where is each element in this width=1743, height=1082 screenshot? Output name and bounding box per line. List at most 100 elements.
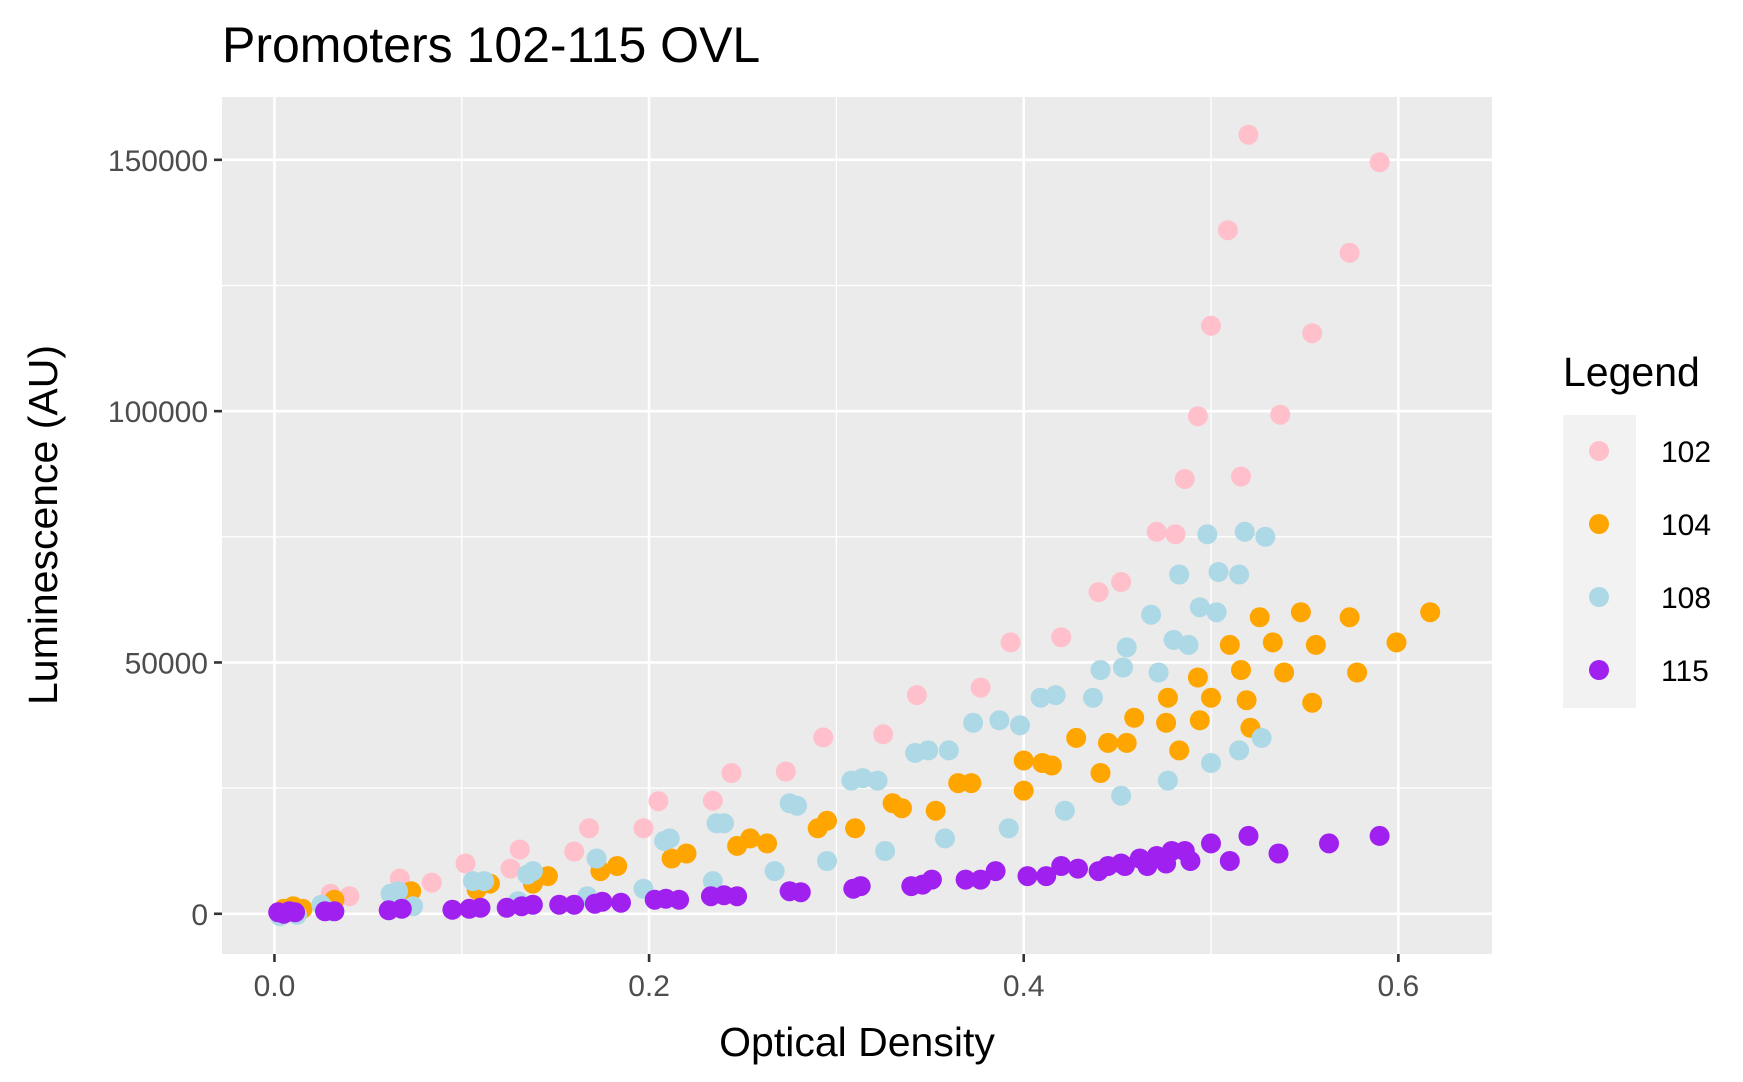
data-point-series-104 xyxy=(845,818,866,839)
data-point-series-102 xyxy=(873,724,894,745)
data-point-series-108 xyxy=(1116,637,1137,658)
data-point-series-104 xyxy=(1189,710,1210,731)
data-point-series-108 xyxy=(1054,800,1075,821)
data-point-series-102 xyxy=(702,790,723,811)
data-point-series-104 xyxy=(607,856,628,876)
data-point-series-104 xyxy=(1386,632,1407,653)
data-point-series-102 xyxy=(1187,406,1208,427)
legend-key-108 xyxy=(1589,587,1609,607)
data-point-series-104 xyxy=(1305,634,1326,655)
data-point-series-102 xyxy=(1231,466,1251,487)
data-point-series-108 xyxy=(1208,562,1229,582)
data-point-series-115 xyxy=(985,861,1006,882)
data-point-series-102 xyxy=(970,677,991,698)
data-point-series-104 xyxy=(740,828,761,849)
data-point-series-115 xyxy=(955,869,976,890)
data-point-series-102 xyxy=(1217,220,1238,241)
data-point-series-102 xyxy=(500,858,521,879)
data-point-series-108 xyxy=(1251,727,1272,748)
data-point-series-102 xyxy=(1302,323,1323,344)
data-point-series-104 xyxy=(1274,662,1295,683)
data-point-series-102 xyxy=(1174,469,1195,489)
data-point-series-102 xyxy=(648,791,669,812)
data-point-series-115 xyxy=(1238,825,1259,846)
data-point-series-115 xyxy=(970,869,991,890)
data-point-series-115 xyxy=(1369,825,1390,846)
data-point-series-108 xyxy=(1030,687,1051,708)
axes-layer: 0.0 0.2 0.4 0.6 0 50000 100000 150000 xyxy=(108,145,1419,1003)
legend: Legend 102 104 108 115 xyxy=(1563,349,1711,708)
data-point-series-115 xyxy=(285,902,306,923)
data-point-series-102 xyxy=(1146,521,1167,542)
data-point-series-104 xyxy=(892,798,912,819)
data-point-series-115 xyxy=(324,901,345,922)
data-point-series-102 xyxy=(906,685,927,706)
data-point-series-115 xyxy=(564,894,585,915)
data-point-series-102 xyxy=(1339,242,1360,263)
data-point-series-102 xyxy=(1111,572,1132,592)
data-point-series-104 xyxy=(1231,660,1251,680)
x-tick-label: 0.4 xyxy=(1003,970,1045,1003)
data-point-series-108 xyxy=(388,881,409,902)
data-point-series-108 xyxy=(702,871,723,892)
x-tick-label: 0.0 xyxy=(254,970,296,1003)
y-tick-label: 0 xyxy=(191,899,208,932)
data-point-series-108 xyxy=(1083,687,1103,708)
y-tick-label: 100000 xyxy=(108,396,208,429)
legend-label-108: 108 xyxy=(1661,582,1711,615)
data-point-series-104 xyxy=(961,773,982,794)
data-point-series-108 xyxy=(1169,564,1190,585)
data-point-series-104 xyxy=(1201,687,1221,708)
data-point-series-104 xyxy=(1098,732,1118,753)
data-point-series-102 xyxy=(1201,315,1221,336)
legend-label-104: 104 xyxy=(1661,509,1711,542)
data-point-series-104 xyxy=(1013,750,1034,771)
data-point-series-104 xyxy=(1420,602,1441,623)
data-point-series-115 xyxy=(1068,858,1088,879)
legend-title: Legend xyxy=(1563,349,1700,395)
data-point-series-108 xyxy=(714,813,734,834)
data-point-series-102 xyxy=(1369,152,1390,173)
data-point-series-108 xyxy=(1148,662,1169,683)
data-point-series-115 xyxy=(1201,833,1221,854)
legend-key-104 xyxy=(1589,514,1609,534)
data-point-series-108 xyxy=(1234,521,1255,542)
data-point-series-115 xyxy=(1051,856,1072,876)
data-point-series-108 xyxy=(1157,770,1178,791)
data-point-series-115 xyxy=(496,897,517,918)
data-point-series-115 xyxy=(1180,851,1201,871)
data-point-series-115 xyxy=(592,891,613,912)
data-point-series-115 xyxy=(470,897,491,918)
data-point-series-104 xyxy=(1249,607,1270,628)
data-point-series-115 xyxy=(1219,851,1240,871)
data-point-series-104 xyxy=(1347,662,1368,683)
legend-key-background xyxy=(1563,415,1636,708)
data-point-series-115 xyxy=(1319,833,1339,854)
data-point-series-108 xyxy=(1229,740,1250,761)
data-point-series-108 xyxy=(1206,602,1227,623)
data-point-series-102 xyxy=(1051,627,1072,648)
data-point-series-102 xyxy=(721,763,742,783)
data-point-series-108 xyxy=(787,795,808,816)
legend-key-115 xyxy=(1589,660,1609,680)
data-point-series-104 xyxy=(1219,634,1240,655)
data-point-series-115 xyxy=(669,889,690,910)
data-point-series-108 xyxy=(1201,753,1221,773)
data-point-series-104 xyxy=(1262,632,1283,653)
data-point-series-115 xyxy=(1268,843,1289,864)
data-point-series-104 xyxy=(1339,607,1360,628)
data-point-series-108 xyxy=(522,861,543,882)
data-point-series-104 xyxy=(1157,687,1178,708)
data-point-series-108 xyxy=(998,818,1019,839)
data-point-series-108 xyxy=(938,740,959,761)
points-layer xyxy=(268,124,1441,927)
data-point-series-102 xyxy=(1000,632,1021,653)
data-point-series-108 xyxy=(852,768,873,789)
data-point-series-108 xyxy=(474,871,495,892)
data-point-series-108 xyxy=(1045,685,1066,706)
data-point-series-102 xyxy=(564,841,585,862)
data-point-series-104 xyxy=(1090,763,1111,783)
data-point-series-104 xyxy=(1066,727,1087,748)
y-tick-label: 150000 xyxy=(108,145,208,178)
